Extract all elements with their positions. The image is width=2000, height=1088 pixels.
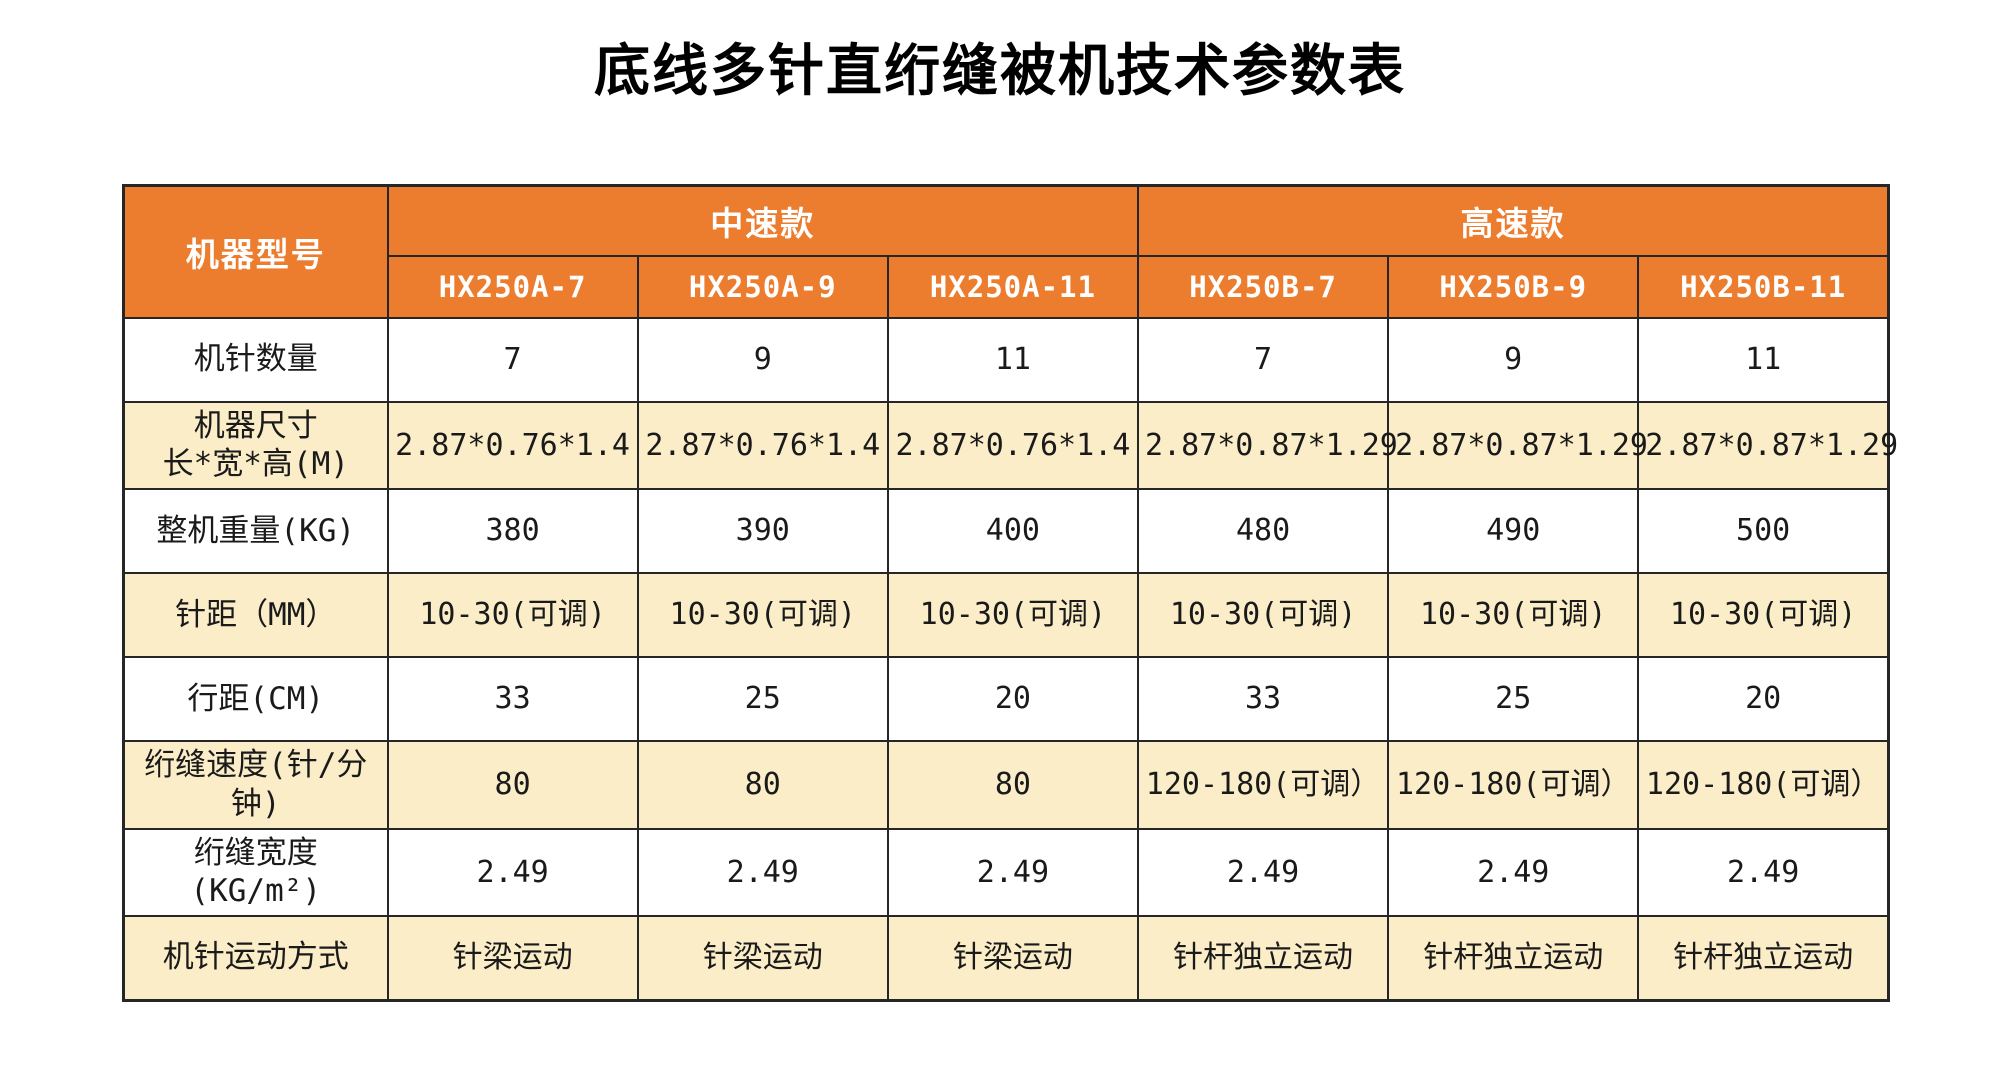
row-label: 针距（MM）	[122, 572, 389, 658]
value-cell: 2.87*0.87*1.29	[1136, 400, 1398, 490]
value-cell: 针梁运动	[636, 915, 889, 1001]
page-title: 底线多针直绗缝被机技术参数表	[594, 39, 1406, 102]
value-cell: 针梁运动	[386, 915, 639, 1001]
value-cell: 2.87*0.76*1.4	[636, 400, 889, 490]
value-cell: 9	[1387, 316, 1640, 403]
value-cell: 9	[636, 316, 889, 403]
value-cell: 380	[386, 488, 639, 574]
value-cell: 120-180(可调）	[1136, 740, 1390, 830]
value-cell: 33	[386, 656, 639, 742]
value-cell: 针杆独立运动	[1387, 915, 1640, 1001]
group-header-medium-speed: 中速款	[386, 184, 1139, 257]
model-header-hx250a-7: HX250A-7	[386, 254, 639, 319]
table-row-needle-motion: 机针运动方式 针梁运动 针梁运动 针梁运动 针杆独立运动 针杆独立运动 针杆独立…	[122, 915, 1890, 1001]
row-label: 绗缝速度(针/分钟)	[122, 740, 389, 830]
table-row-quilting-width: 绗缝宽度(KG/m²) 2.49 2.49 2.49 2.49 2.49 2.4…	[122, 827, 1890, 917]
group-header-row: 机器型号 中速款 高速款	[122, 184, 1890, 319]
value-cell: 针杆独立运动	[1637, 915, 1890, 1001]
value-cell: 10-30(可调)	[1637, 572, 1890, 658]
value-cell: 2.87*0.76*1.4	[386, 400, 639, 490]
value-cell: 2.87*0.87*1.29	[1387, 400, 1648, 490]
table-row-needle-pitch: 针距（MM） 10-30(可调) 10-30(可调) 10-30(可调) 10-…	[122, 572, 1890, 658]
row-label: 机器尺寸 长*宽*高(M)	[122, 400, 389, 490]
value-cell: 10-30(可调)	[886, 572, 1139, 658]
value-cell: 10-30(可调)	[1136, 572, 1390, 658]
value-cell: 500	[1637, 488, 1890, 574]
value-cell: 2.49	[1637, 827, 1890, 917]
model-header-hx250a-9: HX250A-9	[636, 254, 889, 319]
table-row-row-spacing: 行距(CM) 33 25 20 33 25 20	[122, 656, 1890, 742]
value-cell: 7	[1136, 316, 1390, 403]
value-cell: 390	[636, 488, 889, 574]
value-cell: 25	[636, 656, 889, 742]
value-cell: 80	[386, 740, 639, 830]
value-cell: 2.87*0.76*1.4	[886, 400, 1139, 490]
table-row-needle-count: 机针数量 7 9 11 7 9 11	[122, 316, 1890, 403]
value-cell: 120-180(可调）	[1637, 740, 1890, 830]
value-cell: 7	[386, 316, 639, 403]
value-cell: 10-30(可调)	[386, 572, 639, 658]
value-cell: 10-30(可调)	[1387, 572, 1640, 658]
value-cell: 2.49	[1387, 827, 1640, 917]
model-header-hx250b-7: HX250B-7	[1136, 254, 1390, 319]
value-cell: 10-30(可调)	[636, 572, 889, 658]
model-header-row: HX250A-7 HX250A-9 HX250A-11 HX250B-7 HX2…	[124, 254, 1890, 319]
value-cell: 2.49	[1136, 827, 1390, 917]
value-cell: 20	[1637, 656, 1890, 742]
value-cell: 80	[636, 740, 889, 830]
value-cell: 针杆独立运动	[1136, 915, 1390, 1001]
value-cell: 33	[1136, 656, 1390, 742]
row-label: 机针运动方式	[122, 915, 389, 1001]
row-label: 绗缝宽度(KG/m²)	[122, 827, 389, 917]
corner-cell-machine-model: 机器型号	[122, 184, 389, 319]
row-label: 行距(CM)	[122, 656, 389, 742]
table-row-machine-weight: 整机重量(KG) 380 390 400 480 490 500	[122, 488, 1890, 574]
value-cell: 2.49	[386, 827, 639, 917]
value-cell: 80	[886, 740, 1139, 830]
value-cell: 480	[1136, 488, 1390, 574]
value-cell: 2.87*0.87*1.29	[1637, 400, 1898, 490]
group-header-high-speed: 高速款	[1136, 184, 1890, 257]
value-cell: 11	[1637, 316, 1890, 403]
table-row-quilting-speed: 绗缝速度(针/分钟) 80 80 80 120-180(可调） 120-180(…	[122, 740, 1890, 830]
table-row-machine-size: 机器尺寸 长*宽*高(M) 2.87*0.76*1.4 2.87*0.76*1.…	[122, 400, 1898, 490]
model-header-hx250b-9: HX250B-9	[1387, 254, 1640, 319]
value-cell: 2.49	[886, 827, 1139, 917]
value-cell: 20	[886, 656, 1139, 742]
value-cell: 2.49	[636, 827, 889, 917]
value-cell: 120-180(可调）	[1387, 740, 1640, 830]
model-header-hx250b-11: HX250B-11	[1637, 254, 1890, 319]
row-label: 机针数量	[122, 316, 389, 403]
value-cell: 针梁运动	[886, 915, 1139, 1001]
model-header-hx250a-11: HX250A-11	[886, 254, 1139, 319]
value-cell: 490	[1387, 488, 1640, 574]
value-cell: 400	[886, 488, 1139, 574]
spec-parameter-table: 机器型号 中速款 高速款 HX250A-7 HX250A-9 HX250A-11…	[122, 184, 1898, 1002]
value-cell: 25	[1387, 656, 1640, 742]
value-cell: 11	[886, 316, 1139, 403]
row-label: 整机重量(KG)	[122, 488, 389, 574]
